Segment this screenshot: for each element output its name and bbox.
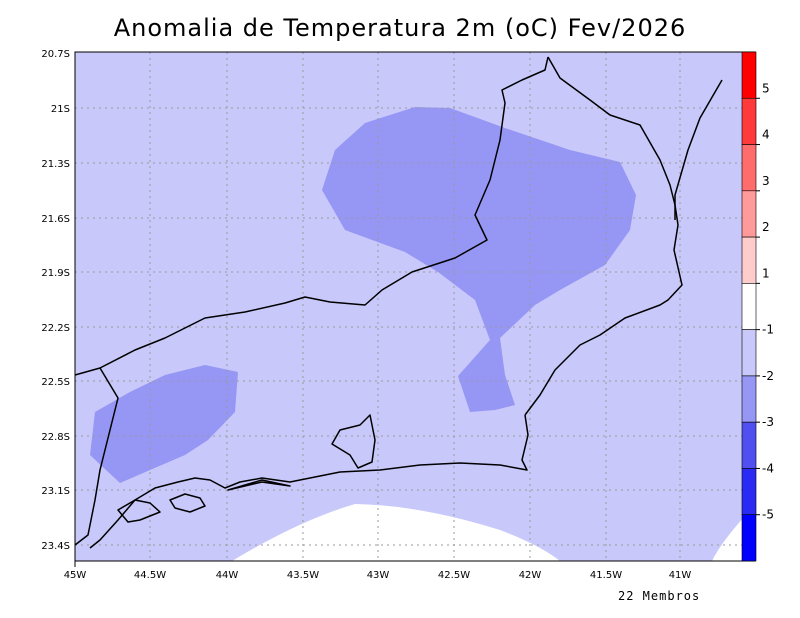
colorbar-swatch <box>741 514 757 562</box>
lon-tick-label: 42W <box>519 570 542 581</box>
colorbar-label: -4 <box>762 461 774 475</box>
chart-title: Anomalia de Temperatura 2m (oC) Fev/2026 <box>113 14 687 42</box>
lon-tick-label: 43W <box>367 570 390 581</box>
colorbar-swatch <box>741 329 757 377</box>
colorbar-swatch <box>741 144 757 192</box>
colorbar-swatch <box>741 375 757 423</box>
members-count: 22 Membros <box>618 589 701 603</box>
lon-tick-label: 41.5W <box>590 570 622 581</box>
offshore-neutral-region <box>232 504 560 561</box>
sepetiba-restinga <box>227 479 291 491</box>
gridlines <box>75 52 755 561</box>
latitude-axis: 20.7S 21S 21.3S 21.6S 21.9S 22.2S 22.5S … <box>41 49 70 552</box>
lon-tick-label: 43.5W <box>287 570 319 581</box>
southwest-cold-region <box>90 365 238 483</box>
lat-tick-label: 21.6S <box>41 214 70 225</box>
lon-tick-label: 44W <box>216 570 239 581</box>
ilha-grande <box>169 493 206 513</box>
colorbar-swatch <box>741 51 757 99</box>
lat-tick-label: 22.8S <box>41 432 70 443</box>
lon-tick-label: 44.5W <box>134 570 166 581</box>
colorbar-swatch <box>741 97 757 145</box>
coastline-rj <box>89 414 529 549</box>
paraty-coast <box>117 499 161 523</box>
lat-tick-label: 22.5S <box>41 377 70 388</box>
state-border-mg <box>74 56 549 376</box>
colorbar-label: 2 <box>762 220 770 234</box>
lon-tick-label: 42.5W <box>438 570 470 581</box>
colorbar-label: -2 <box>762 369 774 383</box>
colorbar: 5 4 3 2 1 -1 -2 -3 -4 -5 <box>741 51 774 562</box>
colorbar-label: 1 <box>762 266 770 280</box>
boundary-lines <box>74 56 723 549</box>
colorbar-label: 3 <box>762 174 770 188</box>
lat-tick-label: 21.3S <box>41 159 70 170</box>
lat-tick-label: 22.2S <box>41 323 70 334</box>
colorbar-swatch <box>741 190 757 238</box>
longitude-axis: 45W 44.5W 44W 43.5W 43W 42.5W 42W 41.5W … <box>64 561 692 581</box>
lat-tick-label: 23.1S <box>41 486 70 497</box>
colorbar-label: 4 <box>762 128 770 142</box>
guanabara-bay <box>331 414 376 469</box>
colorbar-swatch <box>741 283 757 330</box>
lat-tick-label: 21.9S <box>41 268 70 279</box>
lat-tick-label: 20.7S <box>41 49 70 60</box>
colorbar-label: -1 <box>762 323 774 337</box>
north-cold-region <box>322 107 636 412</box>
state-border-es <box>524 56 683 416</box>
state-border-sp <box>74 367 119 546</box>
lat-tick-label: 21S <box>51 104 70 115</box>
colorbar-label: -3 <box>762 415 774 429</box>
colorbar-swatch <box>741 468 757 516</box>
colorbar-swatch <box>741 236 757 284</box>
colorbar-label: 5 <box>762 81 770 95</box>
coastline-es <box>674 79 723 220</box>
lon-tick-label: 45W <box>64 570 87 581</box>
lat-tick-label: 23.4S <box>41 541 70 552</box>
colorbar-label: -5 <box>762 508 774 522</box>
colorbar-swatch <box>741 421 757 469</box>
lon-tick-label: 41W <box>669 570 692 581</box>
